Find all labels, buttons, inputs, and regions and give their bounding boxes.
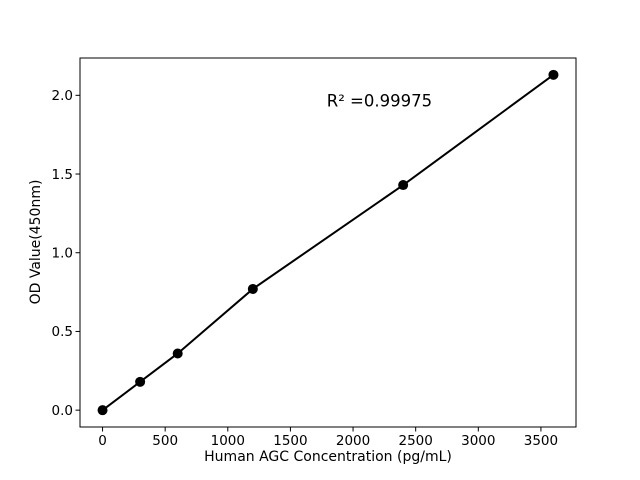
y-axis-ticks: 0.0 0.5 1.0 1.5 2.0: [52, 88, 80, 419]
data-point-marker: [97, 405, 108, 416]
y-tick-label: 0.0: [52, 403, 73, 419]
plot-border: [79, 57, 577, 428]
x-tick-label: 3500: [524, 433, 558, 449]
data-point-marker: [398, 180, 409, 191]
x-tick-label: 0: [98, 433, 107, 449]
x-axis-label: Human AGC Concentration (pg/mL): [204, 449, 452, 465]
data-series: [97, 69, 559, 416]
data-point-marker: [548, 69, 559, 80]
y-tick-label: 1.5: [52, 167, 73, 183]
x-tick-label: 2000: [336, 433, 370, 449]
y-tick-label: 1.0: [52, 246, 73, 262]
x-axis-ticks: 0 500 1000 1500 2000 2500 3000 3500: [98, 427, 558, 449]
y-axis-label: OD Value(450nm): [28, 180, 44, 305]
x-tick-label: 3000: [461, 433, 495, 449]
x-tick-label: 1500: [273, 433, 307, 449]
data-point-marker: [172, 348, 183, 359]
x-tick-label: 1000: [211, 433, 245, 449]
y-tick-label: 2.0: [52, 88, 73, 104]
r-squared-annotation: R² =0.99975: [327, 91, 432, 110]
standard-curve-line: [101, 74, 555, 411]
x-tick-label: 500: [152, 433, 178, 449]
y-tick-label: 0.5: [52, 324, 73, 340]
data-point-marker: [135, 376, 146, 387]
data-point-marker: [247, 283, 258, 294]
x-tick-label: 2500: [398, 433, 432, 449]
